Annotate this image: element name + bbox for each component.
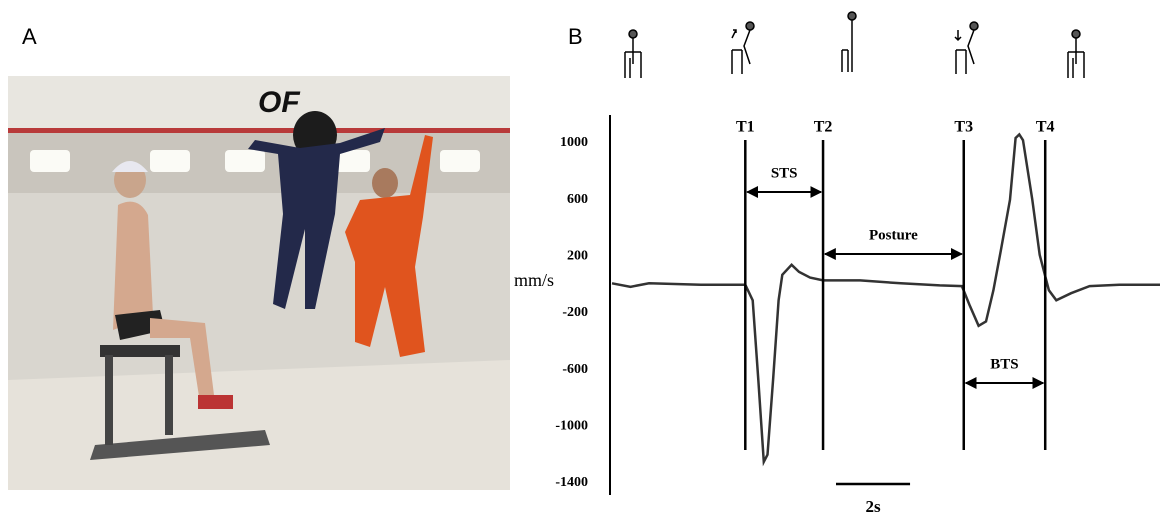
panel-label: A [22,24,37,49]
y-tick-label: -200 [562,305,588,320]
y-tick-label: 1000 [560,135,588,150]
event-label: T4 [1036,119,1055,136]
posture-icons [624,11,1085,78]
span-label: Posture [869,227,918,243]
photo: OF [8,76,510,490]
event-label: T2 [814,119,833,136]
y-tick-label: -1000 [555,419,588,434]
trace [611,132,1160,467]
y-tick-label: -600 [562,362,588,377]
y-axis-label: mm/s [514,270,554,290]
span-label: BTS [990,356,1018,372]
y-tick-label: 200 [567,249,588,264]
scale-bar-label: 2s [865,497,881,516]
y-tick-label: 600 [567,192,588,207]
event-label: T3 [954,119,973,136]
y-tick-label: -1400 [555,475,588,490]
event-label: T1 [736,119,755,136]
span-label: STS [771,165,798,181]
svg-text:OF: OF [258,86,300,119]
panel-label: B [568,24,583,49]
